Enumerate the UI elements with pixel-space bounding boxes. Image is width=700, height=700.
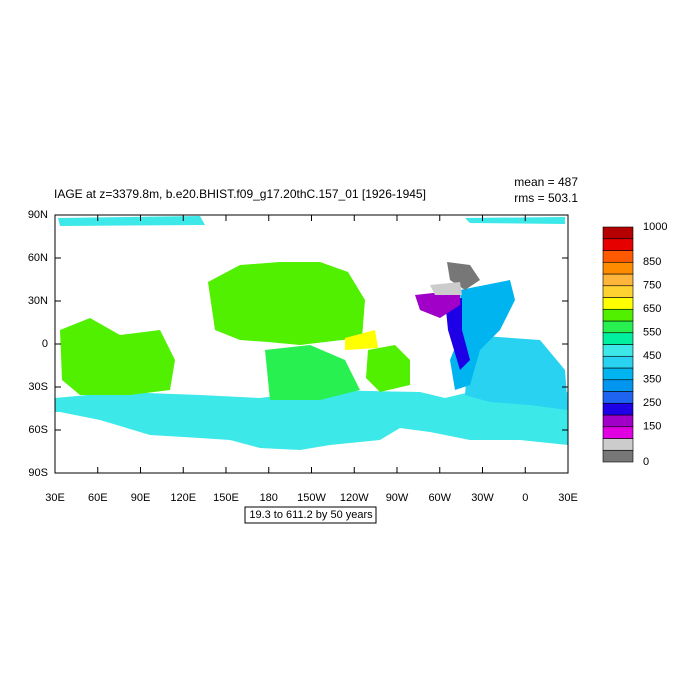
colorbar-box [602, 367, 634, 381]
colorbar-box [602, 379, 634, 392]
atlantic-dark-blue [445, 298, 470, 370]
colorbar-box [602, 285, 634, 298]
map-fill [55, 216, 568, 450]
atlantic-light-gray [430, 282, 462, 295]
annotation-box [244, 506, 377, 524]
colorbar-label: 150 [643, 421, 661, 433]
colorbar-box [602, 391, 634, 404]
colorbar-box [602, 250, 634, 263]
x-tick-label: 30E [45, 492, 65, 504]
y-tick-label: 30S [28, 381, 48, 393]
colorbar-label: 450 [643, 350, 661, 362]
colorbar-box [602, 332, 634, 345]
x-tick-label: 60E [88, 492, 108, 504]
atlantic-purple [415, 290, 460, 318]
arctic-cyan-east [465, 217, 565, 224]
y-tick-label: 60N [28, 252, 48, 264]
stat-rms: rms = 503.1 [514, 191, 578, 205]
pacific-yellow [345, 330, 378, 350]
colorbar-box [602, 344, 634, 357]
y-tick-label: 90N [28, 209, 48, 221]
x-tick-label: 180 [260, 492, 278, 504]
colorbar-box [602, 261, 634, 275]
annotation: 19.3 to 611.2 by 50 years [249, 509, 373, 521]
colorbar-box [602, 273, 634, 287]
colorbar-box [602, 226, 634, 240]
colorbar-box [602, 426, 634, 439]
colorbar-box [602, 402, 634, 416]
pacific-green [208, 262, 365, 345]
y-tick-label: 60S [28, 424, 48, 436]
x-tick-label: 120E [170, 492, 196, 504]
x-tick-label: 120W [340, 492, 369, 504]
pacific-green-south [265, 345, 360, 400]
y-tick-label: 0 [42, 338, 48, 350]
x-tick-label: 30E [558, 492, 578, 504]
x-tick-label: 60W [428, 492, 451, 504]
colorbar-box [602, 320, 634, 334]
east-pacific-green [366, 345, 410, 392]
x-tick-label: 0 [522, 492, 528, 504]
y-tick-label: 30N [28, 295, 48, 307]
arctic-cyan [58, 216, 205, 226]
x-tick-label: 150W [297, 492, 326, 504]
colorbar-label: 750 [643, 280, 661, 292]
stat-mean: mean = 487 [514, 175, 578, 189]
colorbar-label: 0 [643, 456, 649, 468]
x-tick-label: 30W [471, 492, 494, 504]
antarctic-band [55, 390, 568, 450]
colorbar-box [602, 238, 634, 251]
y-tick-label: 90S [28, 467, 48, 479]
colorbar-label: 850 [643, 256, 661, 268]
colorbar-box [602, 449, 634, 463]
colorbar-label: 1000 [643, 221, 667, 233]
title: IAGE at z=3379.8m, b.e20.BHIST.f09_g17.2… [54, 187, 426, 201]
x-tick-label: 90W [386, 492, 409, 504]
colorbar-label: 550 [643, 327, 661, 339]
colorbar-box [602, 355, 634, 369]
colorbar-box [602, 438, 634, 451]
colorbar-label: 250 [643, 397, 661, 409]
colorbar-label: 350 [643, 374, 661, 386]
x-tick-label: 90E [131, 492, 151, 504]
indian-green [60, 318, 175, 395]
colorbar-box [602, 308, 634, 322]
colorbar-box [602, 414, 634, 428]
x-tick-label: 150E [213, 492, 239, 504]
ocean-cyan-south [465, 335, 568, 410]
colorbar-label: 650 [643, 303, 661, 315]
colorbar-box [602, 297, 634, 310]
